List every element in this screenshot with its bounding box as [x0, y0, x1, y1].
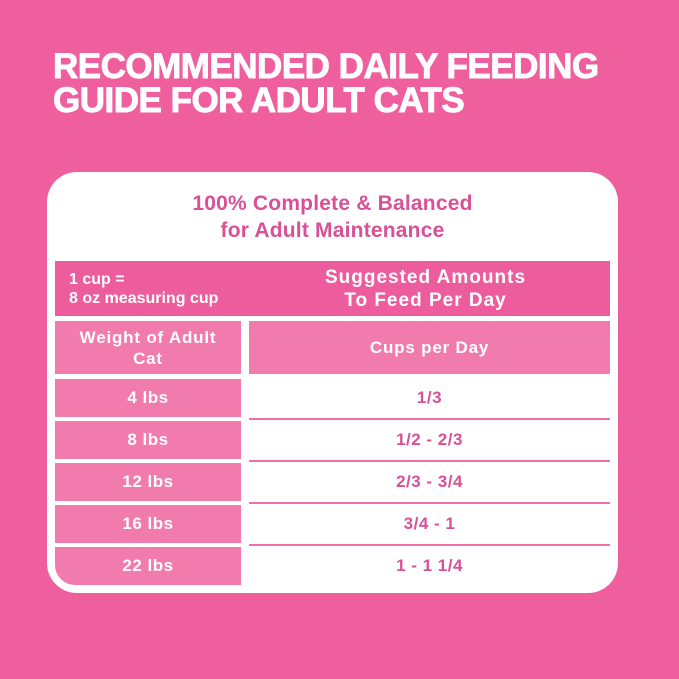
- feeding-table: 1 cup = 8 oz measuring cup Suggested Amo…: [55, 261, 610, 585]
- weight-cell: 12 lbs: [55, 463, 241, 501]
- cups-value: 1/3: [416, 388, 443, 407]
- cup-measure-note: 1 cup = 8 oz measuring cup: [55, 270, 241, 308]
- table-header-primary: 1 cup = 8 oz measuring cup Suggested Amo…: [55, 261, 610, 316]
- card-title-line2: for Adult Maintenance: [220, 218, 445, 242]
- weight-value: 22 lbs: [122, 556, 174, 575]
- column-header-cups: Cups per Day: [249, 321, 610, 374]
- feeding-table-rows: 4 lbs 1/3 8 lbs 1/2 - 2/3 12 lbs 2/3 - 3…: [55, 379, 610, 585]
- cup-measure-note-line1: 1 cup =: [69, 270, 125, 288]
- column-header-cups-label: Cups per Day: [369, 338, 490, 357]
- weight-value: 8 lbs: [127, 430, 169, 449]
- weight-value: 16 lbs: [122, 514, 174, 533]
- page-title: RECOMMENDED DAILY FEEDING GUIDE FOR ADUL…: [53, 47, 600, 120]
- cups-value: 2/3 - 3/4: [396, 472, 463, 491]
- table-row: 4 lbs 1/3: [55, 379, 610, 417]
- page-title-line2: GUIDE FOR ADULT CATS: [53, 81, 466, 120]
- cups-value: 1 - 1 1/4: [396, 556, 463, 575]
- cups-cell: 1/2 - 2/3: [249, 418, 610, 459]
- feeding-guide-card: 100% Complete & Balanced for Adult Maint…: [47, 172, 618, 593]
- cups-value: 3/4 - 1: [403, 514, 456, 533]
- table-row: 16 lbs 3/4 - 1: [55, 502, 610, 543]
- column-header-weight: Weight of Adult Cat: [55, 321, 241, 374]
- page-title-line1: RECOMMENDED DAILY FEEDING: [53, 47, 600, 86]
- cups-cell: 2/3 - 3/4: [249, 460, 610, 501]
- cups-cell: 3/4 - 1: [249, 502, 610, 543]
- card-title: 100% Complete & Balanced for Adult Maint…: [55, 172, 610, 261]
- weight-cell: 4 lbs: [55, 379, 241, 417]
- cups-cell: 1 - 1 1/4: [249, 544, 610, 585]
- weight-value: 12 lbs: [122, 472, 174, 491]
- table-row: 12 lbs 2/3 - 3/4: [55, 460, 610, 501]
- weight-value: 4 lbs: [127, 388, 169, 407]
- cups-value: 1/2 - 2/3: [396, 430, 463, 449]
- table-header-columns: Weight of Adult Cat Cups per Day: [55, 321, 610, 374]
- column-header-weight-label: Weight of Adult Cat: [79, 327, 217, 368]
- suggested-amounts-line1: Suggested Amounts: [324, 266, 527, 288]
- suggested-amounts-line2: To Feed Per Day: [344, 289, 507, 311]
- cup-measure-note-line2: 8 oz measuring cup: [69, 289, 219, 307]
- card-title-line1: 100% Complete & Balanced: [192, 191, 473, 215]
- cups-cell: 1/3: [249, 379, 610, 417]
- weight-cell: 8 lbs: [55, 421, 241, 459]
- weight-cell: 22 lbs: [55, 547, 241, 585]
- table-row: 8 lbs 1/2 - 2/3: [55, 418, 610, 459]
- weight-cell: 16 lbs: [55, 505, 241, 543]
- suggested-amounts-header: Suggested Amounts To Feed Per Day: [241, 266, 610, 312]
- table-row: 22 lbs 1 - 1 1/4: [55, 544, 610, 585]
